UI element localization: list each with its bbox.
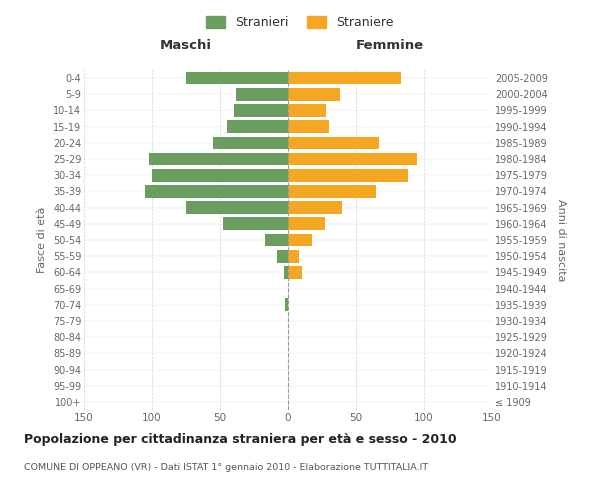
Text: Maschi: Maschi xyxy=(160,40,212,52)
Text: COMUNE DI OPPEANO (VR) - Dati ISTAT 1° gennaio 2010 - Elaborazione TUTTITALIA.IT: COMUNE DI OPPEANO (VR) - Dati ISTAT 1° g… xyxy=(24,462,428,471)
Bar xyxy=(288,218,325,230)
Bar xyxy=(277,250,288,262)
Bar xyxy=(288,169,407,181)
Bar xyxy=(288,185,376,198)
Bar xyxy=(152,169,288,181)
Text: Femmine: Femmine xyxy=(356,40,424,52)
Bar xyxy=(288,72,401,85)
Bar xyxy=(288,266,302,278)
Bar xyxy=(288,88,340,101)
Y-axis label: Fasce di età: Fasce di età xyxy=(37,207,47,273)
Bar xyxy=(186,72,288,85)
Legend: Stranieri, Straniere: Stranieri, Straniere xyxy=(202,11,398,34)
Bar xyxy=(149,152,288,166)
Bar xyxy=(265,234,288,246)
Bar xyxy=(288,136,379,149)
Bar xyxy=(288,202,343,214)
Bar xyxy=(284,266,288,278)
Bar xyxy=(236,88,288,101)
Y-axis label: Anni di nascita: Anni di nascita xyxy=(556,198,566,281)
Bar xyxy=(288,250,299,262)
Bar xyxy=(288,120,329,133)
Bar xyxy=(227,120,288,133)
Bar xyxy=(233,104,288,117)
Bar xyxy=(285,298,288,311)
Text: Popolazione per cittadinanza straniera per età e sesso - 2010: Popolazione per cittadinanza straniera p… xyxy=(24,432,457,446)
Bar xyxy=(213,136,288,149)
Bar xyxy=(288,152,417,166)
Bar xyxy=(186,202,288,214)
Bar xyxy=(223,218,288,230)
Bar xyxy=(288,104,326,117)
Bar xyxy=(145,185,288,198)
Bar xyxy=(288,234,313,246)
